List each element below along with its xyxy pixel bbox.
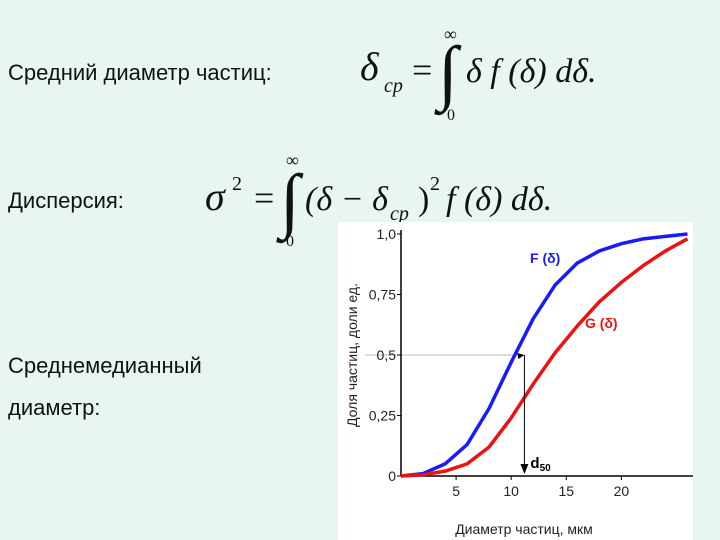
formula-lower: 0 <box>447 107 455 124</box>
x-tick-label: 5 <box>452 483 460 499</box>
formula-upper: ∞ <box>444 24 457 44</box>
x-tick-label: 15 <box>558 483 574 499</box>
formula-lhs: σ <box>205 174 226 219</box>
series-line <box>400 237 689 478</box>
median-label: d50 <box>530 455 551 474</box>
y-tick-label: 0,5 <box>377 347 397 363</box>
series-line <box>400 232 688 478</box>
dispersion-label: Дисперсия: <box>8 188 124 213</box>
formula-upper: ∞ <box>286 150 299 170</box>
y-tick-label: 1,0 <box>377 226 397 242</box>
formula-body: (δ − δ <box>305 181 389 218</box>
chart: 0 0,25 0,5 0,75 1,0 5 10 15 20 Диаметр частиц, мк… <box>344 226 693 537</box>
median-label: Среднемедианный <box>8 353 202 378</box>
y-tick-label: 0 <box>388 468 396 484</box>
formula-sub: ср <box>390 203 409 225</box>
median-arrow <box>517 353 525 359</box>
x-axis-label: Диаметр частиц, мкм <box>455 521 593 537</box>
formula-integral: ∫ <box>276 160 304 244</box>
y-axis-label: Доля частиц, доли ед. <box>344 283 360 427</box>
median-subscript: 50 <box>540 463 552 474</box>
formula-sup: 2 <box>232 173 242 195</box>
legend-label: F (δ) <box>530 250 560 266</box>
formula-integral: ∫ <box>434 32 462 116</box>
formula-eq: = <box>412 50 432 90</box>
median-text: d <box>530 455 539 472</box>
y-tick-label: 0,25 <box>369 408 396 424</box>
formula-body: ) <box>418 181 429 218</box>
formula-sub: ср <box>384 75 403 97</box>
mean-label: Средний диаметр частиц: <box>8 60 272 85</box>
formula-body: δ f (δ) dδ. <box>466 53 597 90</box>
formula-lower: 0 <box>286 233 294 250</box>
formula-eq: = <box>254 178 274 218</box>
y-tick-label: 0,75 <box>369 287 396 303</box>
x-tick-label: 20 <box>614 483 630 499</box>
x-tick-label: 10 <box>503 483 519 499</box>
formula-body: f (δ) dδ. <box>446 181 552 218</box>
formula-lhs: δ <box>360 44 380 89</box>
formula-sup: 2 <box>430 173 440 195</box>
legend-label: G (δ) <box>585 315 618 331</box>
median-label: диаметр: <box>8 395 100 420</box>
median-arrow <box>520 464 529 474</box>
